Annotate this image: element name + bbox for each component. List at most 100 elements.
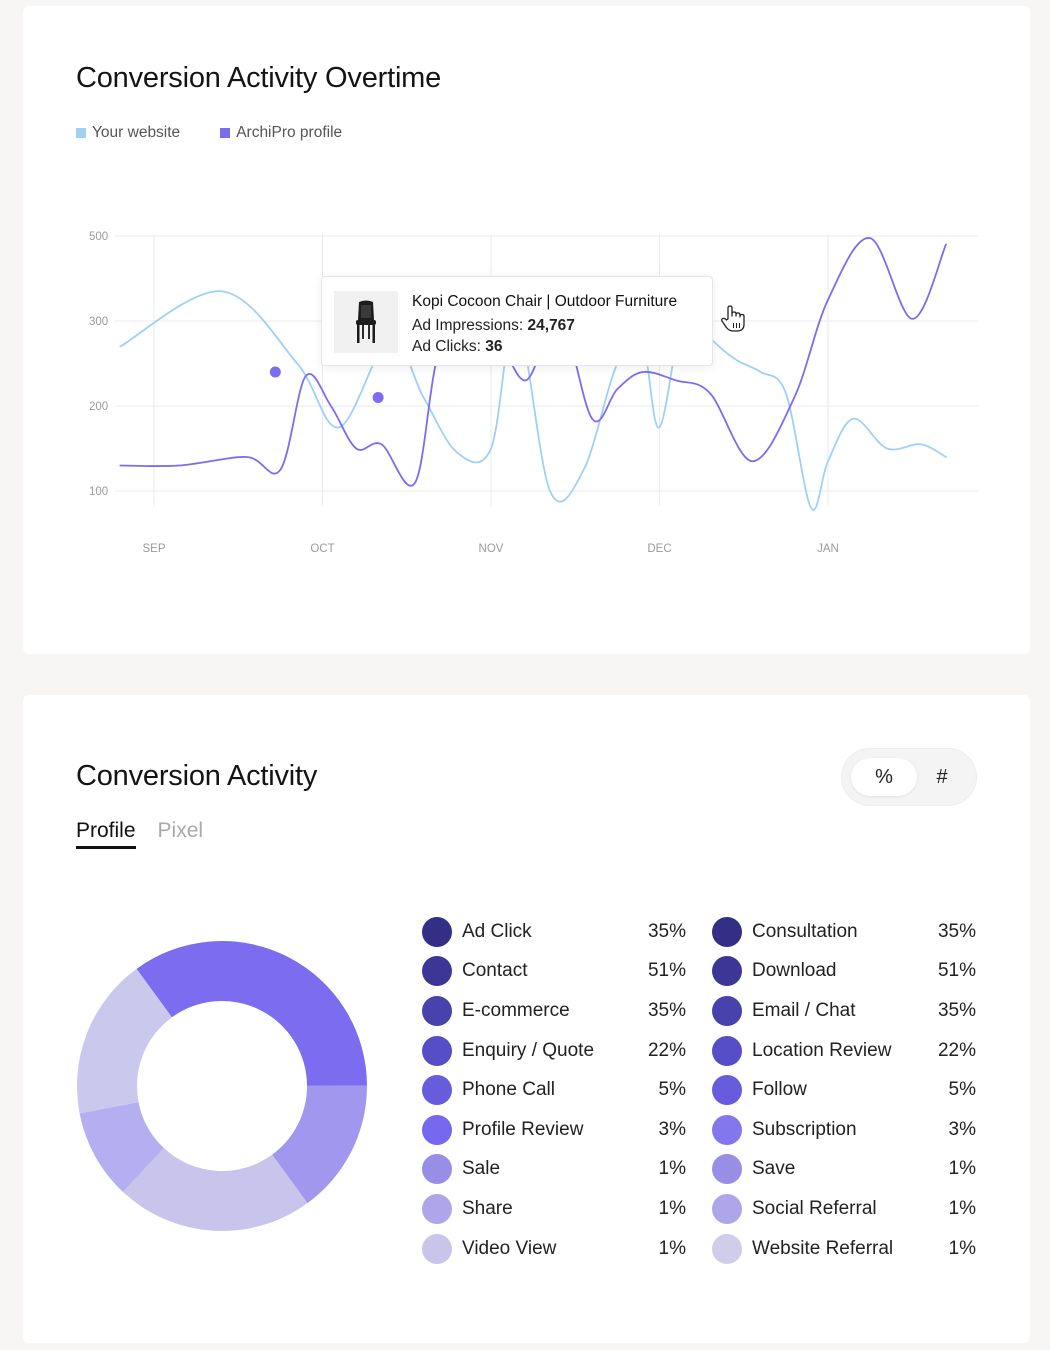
impressions-label: Ad Impressions: xyxy=(412,317,524,334)
breakdown-value: 1% xyxy=(948,1197,976,1219)
breakdown-color-dot xyxy=(422,1154,452,1185)
breakdown-value: 22% xyxy=(937,1039,976,1061)
breakdown-list-left: Ad Click 35% Contact 51% E-commerce 35% Enquir… xyxy=(422,912,686,1268)
breakdown-value: 5% xyxy=(948,1079,976,1101)
breakdown-label: Sale xyxy=(462,1158,501,1180)
breakdown-row[interactable]: Phone Call 5% xyxy=(422,1070,686,1110)
x-tick-label: DEC xyxy=(647,543,671,555)
percent-toggle-button[interactable]: % xyxy=(851,758,917,796)
chart-legend: Your website ArchiPro profile xyxy=(76,124,342,142)
tooltip-impressions: Ad Impressions: 24,767 xyxy=(412,315,677,336)
y-tick-label: 300 xyxy=(89,316,108,328)
breakdown-row[interactable]: Subscription 3% xyxy=(712,1110,976,1150)
breakdown-row[interactable]: Social Referral 1% xyxy=(712,1189,976,1229)
breakdown-row[interactable]: Video View 1% xyxy=(422,1229,686,1269)
breakdown-row[interactable]: Follow 5% xyxy=(712,1070,976,1110)
breakdown-color-dot xyxy=(712,1035,742,1066)
donut-segment[interactable] xyxy=(79,1102,164,1192)
x-tick-label: JAN xyxy=(817,543,839,555)
breakdown-value: 1% xyxy=(658,1158,686,1180)
activity-tabs: Profile Pixel xyxy=(76,819,203,849)
activity-title: Conversion Activity xyxy=(76,760,318,792)
data-point-marker[interactable] xyxy=(269,366,281,378)
y-tick-label: 100 xyxy=(89,486,108,498)
breakdown-label: Video View xyxy=(462,1237,557,1259)
donut-segment[interactable] xyxy=(272,1085,367,1204)
legend-label-website: Your website xyxy=(92,124,181,141)
breakdown-row[interactable]: Location Review 22% xyxy=(712,1031,976,1071)
y-tick-label: 500 xyxy=(89,231,108,243)
count-toggle-button[interactable]: # xyxy=(936,765,948,788)
breakdown-label: Save xyxy=(752,1158,796,1180)
breakdown-row[interactable]: Sale 1% xyxy=(422,1150,686,1190)
breakdown-color-dot xyxy=(712,1154,742,1185)
breakdown-color-dot xyxy=(422,1233,452,1264)
hand-pointer-icon xyxy=(721,305,745,332)
breakdown-color-dot xyxy=(712,1193,742,1224)
breakdown-label: Location Review xyxy=(752,1039,892,1061)
breakdown-color-dot xyxy=(712,1233,742,1264)
donut-chart xyxy=(77,941,367,1231)
unit-toggle: % # xyxy=(841,748,977,806)
breakdown-row[interactable]: Save 1% xyxy=(712,1150,976,1190)
breakdown-row[interactable]: Download 51% xyxy=(712,952,976,992)
breakdown-color-dot xyxy=(422,956,452,987)
breakdown-value: 3% xyxy=(658,1118,686,1140)
breakdown-color-dot xyxy=(422,916,452,947)
breakdown-color-dot xyxy=(422,1075,452,1106)
legend-swatch-profile xyxy=(220,128,231,138)
legend-item-profile[interactable]: ArchiPro profile xyxy=(220,124,342,142)
donut-segment[interactable] xyxy=(77,968,172,1114)
x-tick-label: NOV xyxy=(479,543,504,555)
breakdown-value: 3% xyxy=(948,1118,976,1140)
breakdown-row[interactable]: Consultation 35% xyxy=(712,912,976,952)
breakdown-row[interactable]: Enquiry / Quote 22% xyxy=(422,1031,686,1071)
breakdown-row[interactable]: Email / Chat 35% xyxy=(712,991,976,1031)
breakdown-label: Profile Review xyxy=(462,1118,584,1140)
legend-swatch-website xyxy=(76,128,86,138)
breakdown-list-right: Consultation 35% Download 51% Email / Chat 35… xyxy=(712,912,976,1268)
breakdown-value: 1% xyxy=(658,1237,686,1259)
breakdown-label: Website Referral xyxy=(752,1237,894,1259)
breakdown-label: Contact xyxy=(462,960,528,982)
breakdown-row[interactable]: Ad Click 35% xyxy=(422,912,686,952)
product-thumbnail xyxy=(334,291,398,353)
breakdown-row[interactable]: Contact 51% xyxy=(422,952,686,992)
breakdown-color-dot xyxy=(422,1193,452,1224)
breakdown-row[interactable]: Website Referral 1% xyxy=(712,1229,976,1269)
activity-card: Conversion Activity % # Profile Pixel Ad… xyxy=(23,695,1030,1343)
breakdown-color-dot xyxy=(422,1114,452,1145)
breakdown-label: Social Referral xyxy=(752,1197,877,1219)
breakdown-label: Consultation xyxy=(752,920,858,942)
overtime-card: Conversion Activity Overtime Your websit… xyxy=(23,6,1030,654)
breakdown-color-dot xyxy=(712,1114,742,1145)
tab-pixel[interactable]: Pixel xyxy=(157,819,204,842)
breakdown-label: Email / Chat xyxy=(752,999,856,1021)
legend-label-profile: ArchiPro profile xyxy=(236,124,343,141)
clicks-label: Ad Clicks: xyxy=(412,338,481,355)
breakdown-label: Ad Click xyxy=(462,920,532,942)
data-point-marker[interactable] xyxy=(372,392,384,403)
breakdown-row[interactable]: Profile Review 3% xyxy=(422,1110,686,1150)
breakdown-color-dot xyxy=(422,1035,452,1066)
donut-segment[interactable] xyxy=(122,1148,308,1231)
breakdown-color-dot xyxy=(712,995,742,1026)
x-tick-label: OCT xyxy=(310,543,334,555)
breakdown-row[interactable]: E-commerce 35% xyxy=(422,991,686,1031)
donut-segment[interactable] xyxy=(136,941,367,1086)
impressions-value: 24,767 xyxy=(527,317,575,334)
breakdown-value: 35% xyxy=(647,920,686,942)
legend-item-website[interactable]: Your website xyxy=(76,124,180,142)
breakdown-label: Share xyxy=(462,1197,513,1219)
tooltip-product-name: Kopi Cocoon Chair | Outdoor Furniture xyxy=(412,293,678,310)
breakdown-value: 51% xyxy=(647,960,686,982)
breakdown-label: E-commerce xyxy=(462,999,570,1021)
breakdown-row[interactable]: Share 1% xyxy=(422,1189,686,1229)
breakdown-value: 35% xyxy=(937,999,976,1021)
chair-icon xyxy=(356,300,376,343)
breakdown-value: 1% xyxy=(948,1237,976,1259)
breakdown-color-dot xyxy=(712,1075,742,1106)
tab-profile[interactable]: Profile xyxy=(76,819,136,849)
breakdown-value: 22% xyxy=(647,1039,686,1061)
tooltip-clicks: Ad Clicks: 36 xyxy=(412,336,677,357)
